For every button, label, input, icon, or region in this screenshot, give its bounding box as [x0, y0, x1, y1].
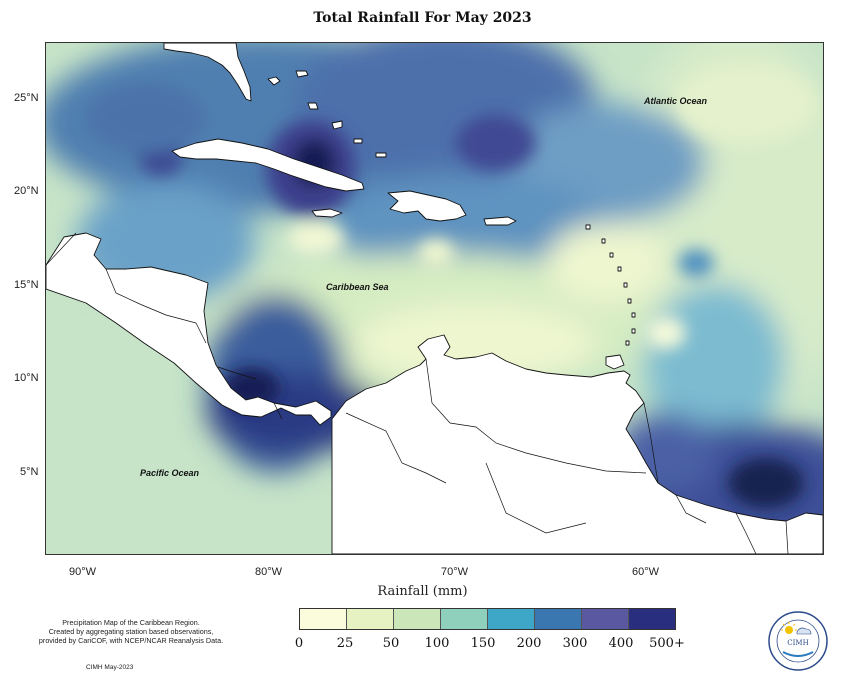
legend-swatch [347, 609, 394, 629]
land-masses [46, 43, 823, 554]
cimh-logo: CIMH [768, 611, 828, 671]
pacific-ocean-label: Pacific Ocean [140, 468, 200, 478]
legend-swatch [629, 609, 675, 629]
lat-tick-5n: 5°N [20, 466, 39, 478]
trinidad-land [605, 354, 625, 370]
rainfall-legend: 0 25 50 100 150 200 300 400 500+ [295, 608, 685, 658]
rainfall-map: Atlantic Ocean Caribbean Sea Pacific Oce… [45, 42, 824, 555]
hispaniola-land [387, 190, 467, 222]
map-credit: CIMH May-2023 [86, 664, 134, 671]
atlantic-ocean-label: Atlantic Ocean [643, 96, 708, 106]
jamaica-land [311, 208, 343, 218]
country-borders [46, 232, 789, 554]
legend-label: 300 [562, 636, 588, 651]
south-america-land [331, 334, 823, 554]
legend-label: 500+ [649, 636, 685, 651]
puerto-rico-land [483, 216, 517, 226]
lesser-antilles-land [585, 224, 636, 346]
note-line-1: Precipitation Map of the Caribbean Regio… [62, 618, 200, 627]
legend-label: 100 [424, 636, 450, 651]
legend-label: 25 [336, 636, 354, 651]
legend-swatch [441, 609, 488, 629]
lon-tick-80w: 80°W [255, 566, 283, 578]
note-line-2: Created by aggregating station based obs… [48, 627, 214, 636]
legend-swatch [300, 609, 347, 629]
legend-swatch [394, 609, 441, 629]
lat-tick-25n: 25°N [14, 92, 39, 104]
lat-tick-20n: 20°N [14, 185, 39, 197]
lat-tick-10n: 10°N [14, 372, 39, 384]
map-notes: Precipitation Map of the Caribbean Regio… [16, 618, 246, 645]
lon-tick-90w: 90°W [69, 566, 97, 578]
rainfall-map-svg: Atlantic Ocean Caribbean Sea Pacific Oce… [46, 43, 823, 554]
bahamas-land [267, 70, 387, 158]
map-title: Total Rainfall For May 2023 [313, 10, 532, 26]
cuba-land [171, 138, 365, 192]
central-america-land [46, 232, 332, 426]
rainfall-axis-title: Rainfall (mm) [377, 584, 468, 599]
lon-tick-70w: 70°W [441, 566, 469, 578]
cimh-logo-text: CIMH [787, 639, 808, 647]
legend-labels: 0 25 50 100 150 200 300 400 500+ [295, 636, 685, 658]
legend-swatch [488, 609, 535, 629]
legend-color-bar [299, 608, 676, 630]
note-line-3: provided by CariCOF, with NCEP/NCAR Rean… [38, 636, 224, 645]
legend-label: 50 [382, 636, 400, 651]
legend-label: 150 [470, 636, 496, 651]
lat-tick-15n: 15°N [14, 279, 39, 291]
legend-label: 0 [294, 636, 304, 651]
legend-swatch [535, 609, 582, 629]
caribbean-sea-label: Caribbean Sea [326, 282, 389, 292]
florida-land [163, 43, 252, 102]
legend-label: 400 [608, 636, 634, 651]
legend-label: 200 [516, 636, 542, 651]
lon-tick-60w: 60°W [632, 566, 660, 578]
legend-swatch [582, 609, 629, 629]
